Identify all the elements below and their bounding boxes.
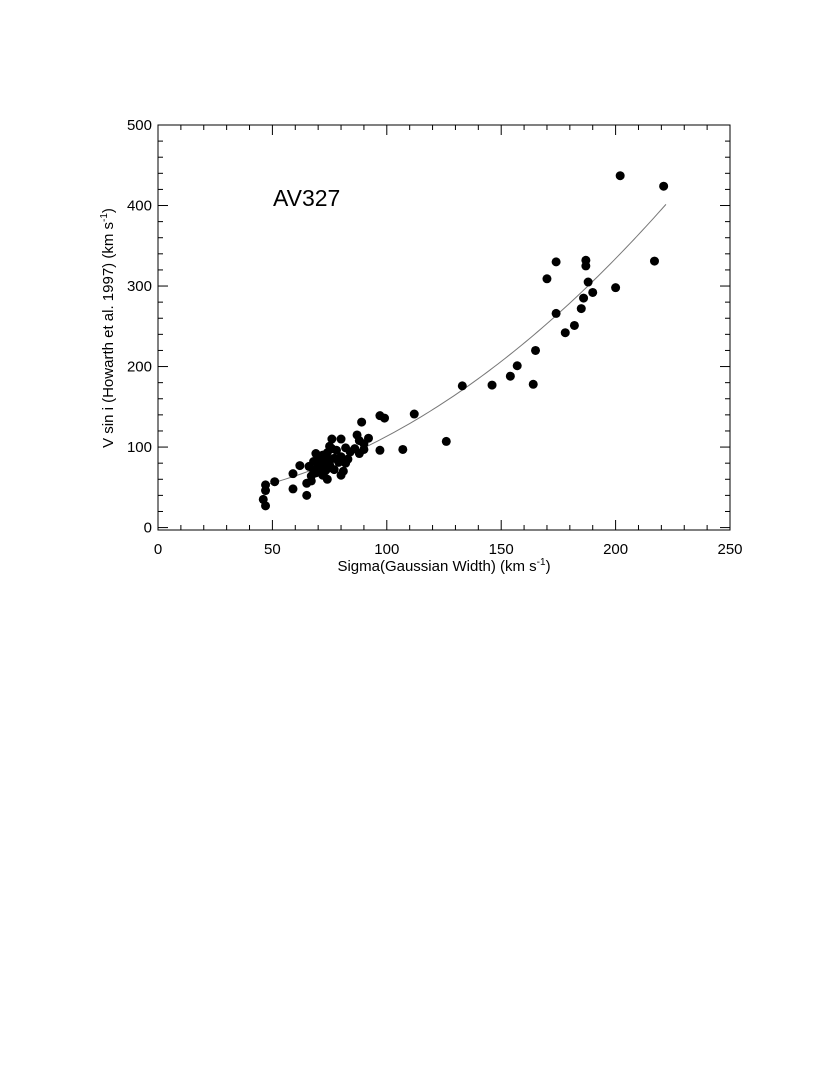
data-point xyxy=(336,434,346,444)
data-point xyxy=(487,380,497,390)
data-point xyxy=(338,466,348,476)
x-tick-label: 100 xyxy=(374,541,399,558)
data-point xyxy=(569,320,579,330)
y-axis-title: V sin i (Howarth et al. 1997) (km s-1) xyxy=(99,208,117,448)
data-point xyxy=(261,501,271,511)
data-point xyxy=(327,434,337,444)
data-point xyxy=(261,480,271,490)
y-tick-label: 100 xyxy=(127,439,152,456)
plot-frame xyxy=(157,124,731,531)
data-point xyxy=(542,274,552,284)
data-point xyxy=(375,445,385,455)
data-point xyxy=(270,477,280,487)
data-point xyxy=(512,361,522,371)
data-point xyxy=(583,277,593,287)
y-tick-label: 200 xyxy=(127,359,152,376)
data-point xyxy=(343,454,353,464)
data-point xyxy=(528,379,538,389)
data-point xyxy=(581,255,591,265)
y-tick-label: 400 xyxy=(127,198,152,215)
data-point xyxy=(659,181,669,191)
x-axis-title: Sigma(Gaussian Width) (km s-1) xyxy=(337,557,550,575)
data-point xyxy=(357,417,367,427)
x-tick-label: 0 xyxy=(154,541,162,558)
data-point xyxy=(531,345,541,355)
fit-curve xyxy=(265,204,667,486)
data-point xyxy=(409,409,419,419)
data-point xyxy=(615,171,625,181)
data-point xyxy=(380,413,390,423)
data-point xyxy=(579,293,589,303)
tick-labels: 0 50 100 150 200 250 0 100 200 300 400 500 xyxy=(127,117,743,558)
data-point xyxy=(295,461,305,471)
data-point xyxy=(588,287,598,297)
data-point xyxy=(363,433,373,443)
data-point xyxy=(505,371,515,381)
y-tick-label: 500 xyxy=(127,117,152,134)
data-point xyxy=(398,444,408,454)
data-point xyxy=(649,256,659,266)
data-point xyxy=(336,452,346,462)
data-point xyxy=(288,484,298,494)
data-point xyxy=(331,445,341,455)
data-point xyxy=(551,257,561,267)
y-tick-label: 0 xyxy=(144,520,152,537)
data-point xyxy=(441,436,451,446)
data-point xyxy=(457,381,467,391)
x-tick-label: 50 xyxy=(264,541,281,558)
data-point xyxy=(302,490,312,500)
data-point xyxy=(560,328,570,338)
data-point xyxy=(288,469,298,479)
x-tick-label: 250 xyxy=(717,541,742,558)
data-point xyxy=(551,308,561,318)
y-tick-label: 300 xyxy=(127,278,152,295)
data-point xyxy=(329,465,339,475)
data-point xyxy=(576,304,586,314)
data-points xyxy=(258,171,669,511)
chart-annotation: AV327 xyxy=(273,185,340,211)
data-point xyxy=(611,283,621,293)
axis-ticks xyxy=(157,124,731,530)
data-point xyxy=(322,474,332,484)
x-tick-label: 200 xyxy=(603,541,628,558)
x-tick-label: 150 xyxy=(489,541,514,558)
